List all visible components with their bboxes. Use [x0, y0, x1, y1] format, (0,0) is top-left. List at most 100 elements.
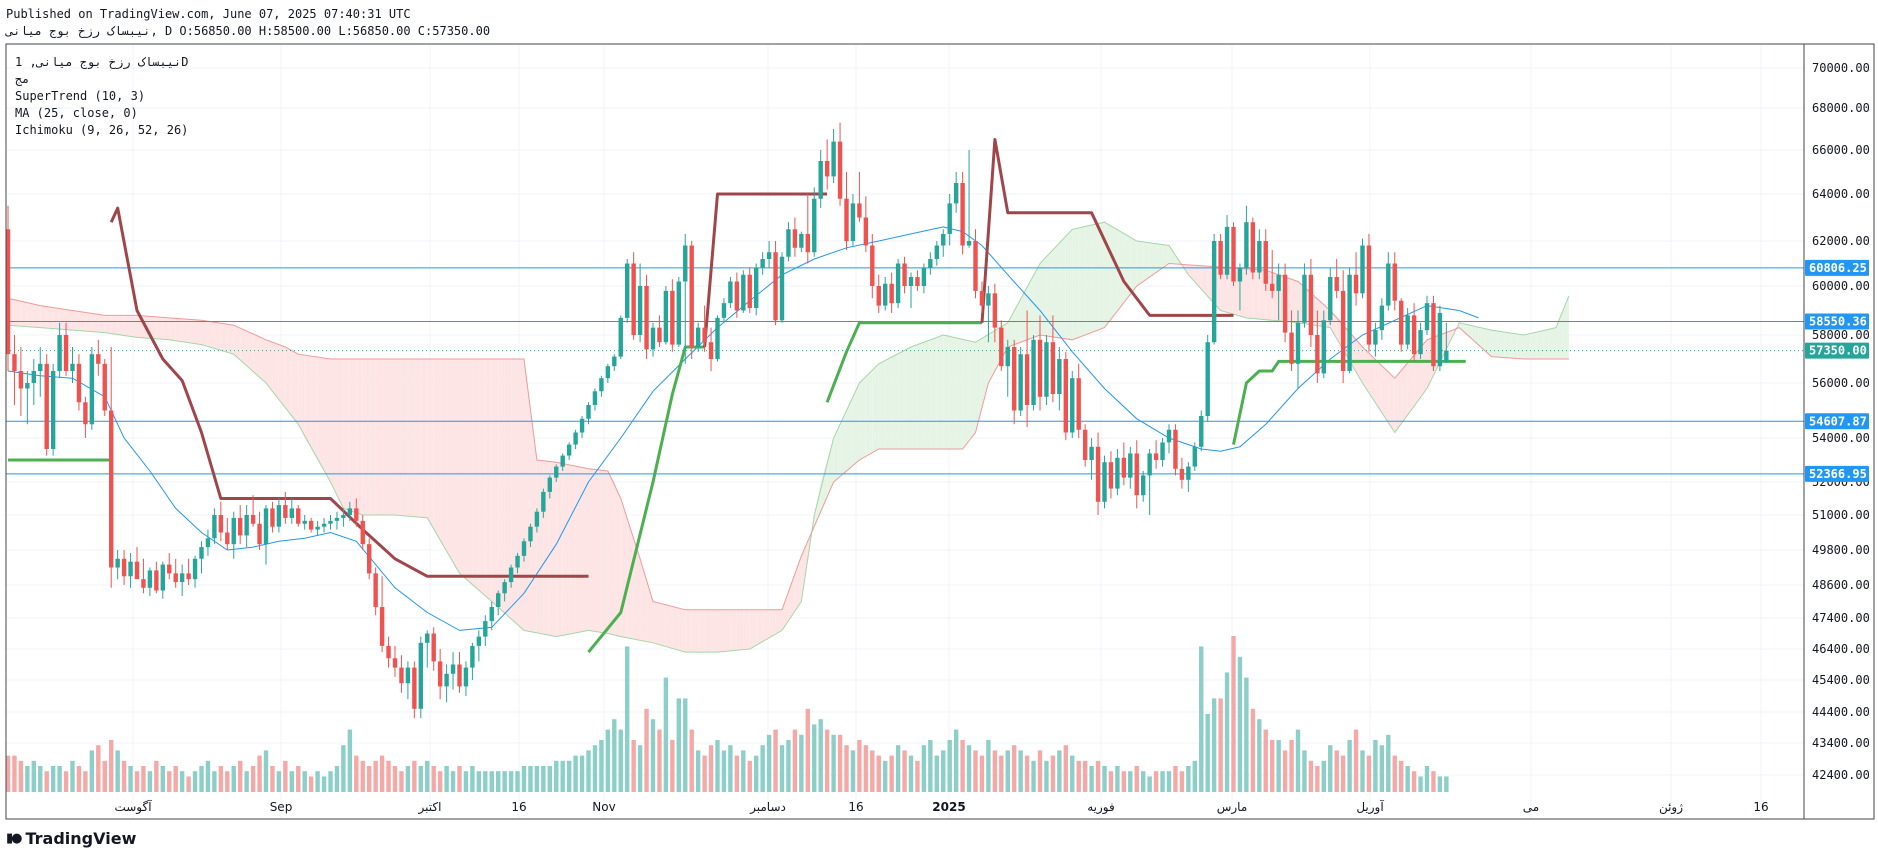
- cloud-segment: [524, 359, 531, 632]
- volume-bar: [347, 729, 353, 792]
- cloud-segment: [1549, 327, 1556, 359]
- candle-body: [502, 582, 507, 594]
- volume-bar: [425, 760, 430, 792]
- cloud-segment: [1465, 324, 1473, 340]
- candle-body: [463, 667, 469, 687]
- cloud-segment: [1510, 333, 1518, 359]
- volume-bar: [186, 776, 191, 792]
- time-tick-label: 16: [1753, 800, 1768, 814]
- volume-bar: [663, 677, 669, 792]
- cloud-segment: [343, 359, 350, 511]
- candle-body: [508, 567, 514, 583]
- volume-bar: [489, 771, 494, 792]
- volume-bar: [644, 708, 649, 792]
- volume-bar: [1328, 745, 1333, 792]
- candle-body: [1276, 274, 1281, 291]
- cloud-segment: [517, 359, 524, 631]
- cloud-segment: [949, 336, 957, 449]
- candle-body: [296, 508, 301, 524]
- candle-body: [528, 526, 533, 542]
- cloud-segment: [91, 313, 99, 333]
- candle-body: [1205, 342, 1210, 416]
- candle-body: [1399, 300, 1404, 345]
- candle-body: [579, 418, 585, 433]
- volume-bar: [179, 771, 185, 792]
- volume-bar: [1205, 714, 1210, 792]
- cloud-segment: [859, 376, 866, 460]
- candle-body: [483, 621, 488, 637]
- cloud-segment: [1162, 244, 1169, 268]
- candle-body: [1295, 322, 1301, 364]
- candle-body: [779, 256, 785, 321]
- cloud-segment: [852, 383, 860, 466]
- legend-ma[interactable]: MA (25, close, 0): [15, 106, 138, 120]
- cloud-segment: [788, 574, 795, 621]
- volume-bar: [1141, 771, 1146, 792]
- candle-body: [257, 523, 262, 545]
- volume-bar: [134, 771, 140, 792]
- candle-body: [863, 217, 869, 246]
- cloud-segment: [195, 319, 202, 345]
- cloud-segment: [588, 468, 595, 632]
- candle-body: [44, 363, 49, 449]
- cloud-segment: [1485, 328, 1492, 357]
- candle-body: [450, 664, 456, 674]
- cloud-segment: [1194, 265, 1202, 289]
- volume-bar: [618, 729, 623, 792]
- volume-bar: [302, 771, 307, 792]
- candle-body: [895, 263, 901, 304]
- volume-bar: [1012, 745, 1017, 792]
- cloud-segment: [756, 609, 763, 646]
- cloud-segment: [1375, 359, 1382, 413]
- candle-body: [1282, 274, 1288, 333]
- brand-name: TradingView: [25, 829, 137, 848]
- cloud-segment: [562, 463, 570, 636]
- candle-body: [250, 515, 256, 524]
- volume-bar: [573, 755, 578, 792]
- supertrend-down: [109, 206, 589, 578]
- volume-bar: [1153, 771, 1159, 792]
- price-tick-label: 43400.00: [1812, 736, 1870, 750]
- volume-bar: [992, 750, 998, 792]
- candle-body: [953, 183, 959, 204]
- candle-body: [876, 286, 881, 306]
- cloud-segment: [46, 306, 54, 329]
- volume-bar: [689, 729, 694, 792]
- moving-average: [7, 226, 1479, 631]
- cloud-segment: [1136, 241, 1144, 286]
- candle-body: [1231, 226, 1236, 282]
- volume-bar: [515, 771, 520, 792]
- volume-bar: [786, 740, 791, 792]
- cloud-segment: [1091, 223, 1099, 333]
- volume-bar: [650, 719, 656, 792]
- cloud-segment: [956, 337, 963, 449]
- cloud-segment: [1085, 225, 1092, 335]
- candle-body: [1302, 274, 1307, 323]
- supertrend: [8, 138, 1466, 654]
- volume-bar: [870, 750, 875, 792]
- volume-bar: [231, 766, 236, 792]
- candle-body: [715, 317, 720, 359]
- volume-bar: [844, 745, 849, 792]
- time-tick-label: اکتبر: [418, 800, 442, 815]
- supertrend-down: [703, 192, 828, 348]
- volume-bar: [63, 771, 69, 792]
- legend-supertrend[interactable]: SuperTrend (10, 3): [15, 89, 146, 103]
- volume-bar: [334, 766, 340, 792]
- cloud-segment: [1020, 286, 1028, 343]
- volume-bar: [1147, 776, 1152, 792]
- volume-bar: [205, 760, 211, 792]
- volume-bar: [1005, 750, 1010, 792]
- cloud-segment: [182, 318, 189, 343]
- legend-ichimoku[interactable]: Ichimoku (9, 26, 52, 26): [15, 123, 189, 137]
- cloud-segment: [653, 601, 660, 645]
- cloud-segment: [1401, 362, 1408, 424]
- volume-bar: [1186, 766, 1191, 792]
- candle-body: [1012, 347, 1017, 411]
- cloud-segment: [1156, 243, 1163, 273]
- candle-body: [818, 161, 823, 199]
- candle-body: [883, 283, 888, 306]
- price-badge: [1805, 313, 1869, 330]
- time-tick-label: فوریه: [1087, 800, 1115, 815]
